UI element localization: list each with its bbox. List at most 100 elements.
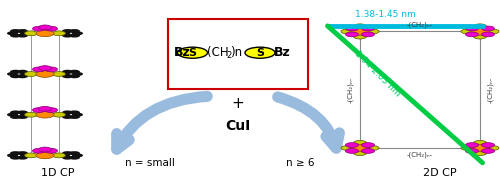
Circle shape: [62, 110, 73, 115]
Circle shape: [350, 144, 370, 152]
Circle shape: [69, 70, 80, 74]
Text: 2: 2: [226, 51, 231, 60]
Circle shape: [10, 33, 21, 38]
Circle shape: [17, 156, 28, 160]
Circle shape: [69, 110, 80, 115]
Circle shape: [341, 146, 354, 150]
Circle shape: [69, 29, 80, 33]
Circle shape: [354, 24, 366, 29]
Text: +: +: [231, 96, 244, 111]
Circle shape: [346, 26, 358, 31]
Text: n = small: n = small: [125, 158, 175, 168]
Circle shape: [20, 72, 31, 76]
Circle shape: [341, 29, 354, 34]
Text: n ≥ 6: n ≥ 6: [286, 158, 314, 168]
Circle shape: [466, 26, 478, 31]
Circle shape: [178, 47, 208, 58]
Text: 1.94-2.03 nm: 1.94-2.03 nm: [353, 49, 402, 99]
Circle shape: [466, 32, 478, 37]
Circle shape: [62, 70, 73, 74]
Circle shape: [72, 31, 83, 35]
Circle shape: [24, 72, 38, 76]
Circle shape: [10, 115, 21, 119]
Circle shape: [482, 149, 494, 153]
Circle shape: [59, 113, 70, 117]
Text: S: S: [188, 48, 196, 58]
Circle shape: [69, 74, 80, 78]
Text: (CH: (CH: [208, 46, 229, 59]
Circle shape: [52, 112, 66, 117]
Circle shape: [470, 144, 490, 152]
Circle shape: [38, 106, 52, 111]
Circle shape: [486, 146, 499, 150]
Circle shape: [32, 108, 46, 112]
Circle shape: [17, 110, 28, 115]
Circle shape: [350, 28, 370, 35]
Circle shape: [346, 143, 358, 147]
Circle shape: [59, 72, 70, 76]
Circle shape: [38, 25, 52, 30]
Circle shape: [36, 71, 54, 77]
Circle shape: [10, 156, 21, 160]
Circle shape: [44, 108, 58, 112]
Text: 1D CP: 1D CP: [41, 168, 74, 178]
Circle shape: [69, 151, 80, 155]
Circle shape: [52, 72, 66, 76]
Circle shape: [69, 156, 80, 160]
Circle shape: [72, 113, 83, 117]
Circle shape: [10, 151, 21, 155]
Text: CuI: CuI: [225, 119, 250, 133]
Circle shape: [20, 113, 31, 117]
Circle shape: [44, 148, 58, 153]
Circle shape: [52, 31, 66, 36]
Circle shape: [466, 149, 478, 153]
Circle shape: [17, 33, 28, 38]
Text: 1.38-1.45 nm: 1.38-1.45 nm: [354, 10, 416, 19]
Circle shape: [362, 32, 374, 37]
Circle shape: [362, 26, 374, 31]
Circle shape: [474, 140, 486, 145]
Circle shape: [10, 29, 21, 33]
Circle shape: [474, 34, 486, 39]
Circle shape: [354, 140, 366, 145]
Circle shape: [366, 146, 379, 150]
Circle shape: [482, 26, 494, 31]
Text: S: S: [256, 48, 264, 58]
Circle shape: [7, 153, 18, 157]
Circle shape: [366, 29, 379, 34]
Circle shape: [482, 143, 494, 147]
Circle shape: [474, 151, 486, 156]
Circle shape: [36, 152, 54, 159]
Circle shape: [17, 115, 28, 119]
Text: Bz: Bz: [174, 46, 191, 59]
Circle shape: [461, 29, 474, 34]
Circle shape: [62, 29, 73, 33]
Circle shape: [7, 113, 18, 117]
Circle shape: [466, 143, 478, 147]
Circle shape: [470, 28, 490, 35]
Circle shape: [36, 30, 54, 37]
Circle shape: [7, 72, 18, 76]
Circle shape: [38, 147, 52, 152]
Circle shape: [24, 153, 38, 158]
Circle shape: [10, 74, 21, 78]
Text: 2D CP: 2D CP: [423, 168, 457, 178]
Circle shape: [62, 156, 73, 160]
Text: -(CH₂)ₙ-: -(CH₂)ₙ-: [487, 77, 493, 103]
Circle shape: [59, 31, 70, 35]
Circle shape: [482, 32, 494, 37]
Circle shape: [36, 111, 54, 118]
Circle shape: [38, 66, 52, 70]
Circle shape: [69, 33, 80, 38]
Circle shape: [354, 151, 366, 156]
Circle shape: [17, 151, 28, 155]
Circle shape: [346, 149, 358, 153]
Circle shape: [362, 143, 374, 147]
Circle shape: [10, 110, 21, 115]
Circle shape: [62, 151, 73, 155]
Circle shape: [62, 33, 73, 38]
Text: -(CH₂)ₙ-: -(CH₂)ₙ-: [407, 151, 433, 158]
Circle shape: [17, 74, 28, 78]
Circle shape: [486, 29, 499, 34]
Circle shape: [32, 148, 46, 153]
